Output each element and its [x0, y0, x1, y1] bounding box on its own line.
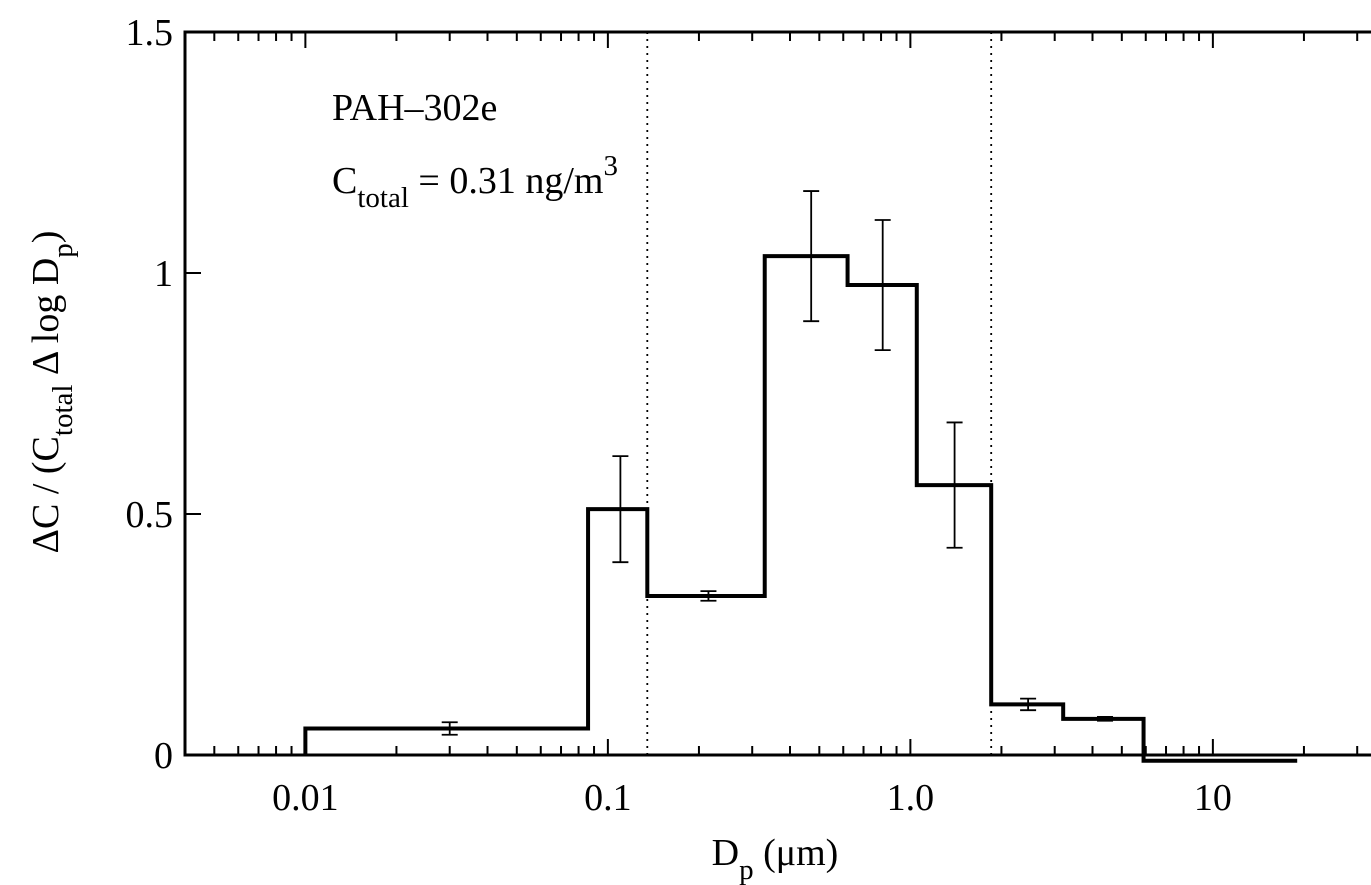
histogram-step-line — [303, 254, 1298, 763]
x-tick-label: 1.0 — [887, 777, 935, 819]
xlabel-main: D — [712, 832, 739, 874]
xlabel-sub: p — [739, 854, 754, 885]
total-sub: total — [357, 182, 409, 214]
x-tick-labels: 0.01 0.1 1.0 10 — [272, 777, 1232, 819]
reference-lines — [646, 32, 993, 755]
total-main: C — [332, 160, 357, 202]
y-tick-label: 0.5 — [126, 494, 174, 536]
error-bars — [441, 190, 1114, 736]
x-tick-label: 0.01 — [272, 777, 339, 819]
y-tick-label: 1.5 — [126, 12, 174, 54]
xlabel-tail: (μm) — [754, 832, 839, 874]
x-tick-label: 0.1 — [584, 777, 632, 819]
axis-ticks — [184, 31, 1359, 756]
total-mid: = 0.31 ng/m — [409, 160, 604, 202]
x-axis-label: Dp (μm) — [712, 832, 839, 885]
total-concentration-label: Ctotal = 0.31 ng/m3 — [332, 150, 618, 214]
ylabel-p2: Δ log D — [25, 258, 67, 385]
plot-frame — [183, 30, 1371, 757]
y-tick-label: 1 — [154, 253, 173, 295]
ylabel-p3: ) — [25, 231, 67, 244]
total-sup: 3 — [603, 150, 618, 182]
ylabel-s1: total — [47, 385, 79, 437]
ylabel-p1: ΔC / (C — [25, 436, 67, 553]
x-tick-label: 10 — [1194, 777, 1232, 819]
ylabel-s2: p — [47, 243, 79, 258]
y-tick-label: 0 — [154, 735, 173, 777]
species-label: PAH–302e — [332, 87, 497, 129]
y-tick-labels: 0 0.5 1 1.5 — [126, 12, 174, 777]
y-axis-label: ΔC / (Ctotal Δ log Dp) — [25, 231, 79, 554]
